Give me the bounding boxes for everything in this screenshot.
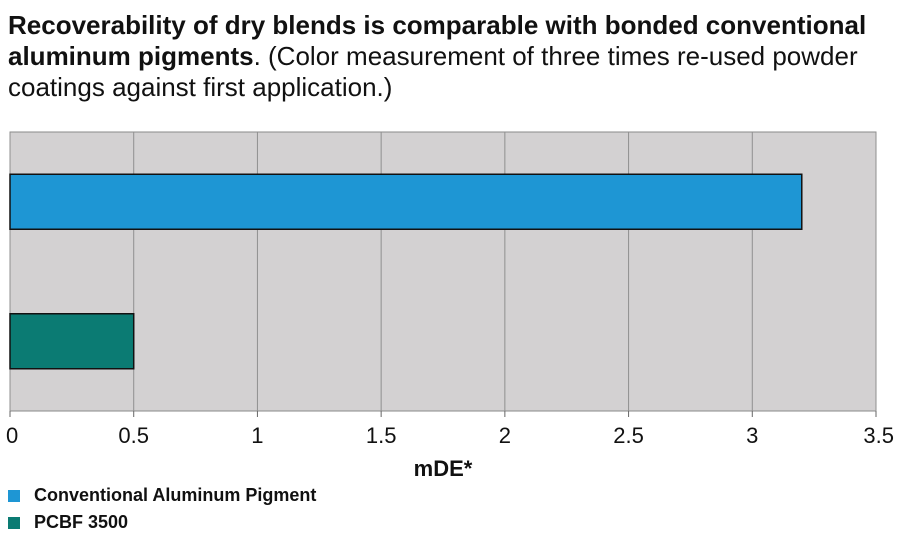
- x-tick-label: 1.5: [366, 423, 397, 448]
- x-tick-label: 1: [251, 423, 263, 448]
- chart-title: Recoverability of dry blends is comparab…: [8, 10, 867, 71]
- bar: [9, 313, 135, 370]
- legend-swatch: [8, 517, 20, 529]
- legend-label: Conventional Aluminum Pigment: [34, 485, 316, 505]
- x-tick-label: 2.5: [613, 423, 644, 448]
- legend-label: PCBF 3500: [34, 512, 128, 532]
- x-tick-label: 0: [6, 423, 18, 448]
- title-block: Recoverability of dry blends is comparab…: [8, 10, 868, 103]
- bar: [9, 173, 803, 230]
- chart-subtitle: . (Color measurement of three times re-u…: [8, 41, 858, 102]
- legend-swatch: [8, 490, 20, 502]
- x-axis-label: mDE*: [414, 456, 473, 481]
- x-tick-label: 0.5: [118, 423, 149, 448]
- x-tick-label: 2: [499, 423, 511, 448]
- x-tick-label: 3.5: [863, 423, 894, 448]
- x-tick-label: 3: [746, 423, 758, 448]
